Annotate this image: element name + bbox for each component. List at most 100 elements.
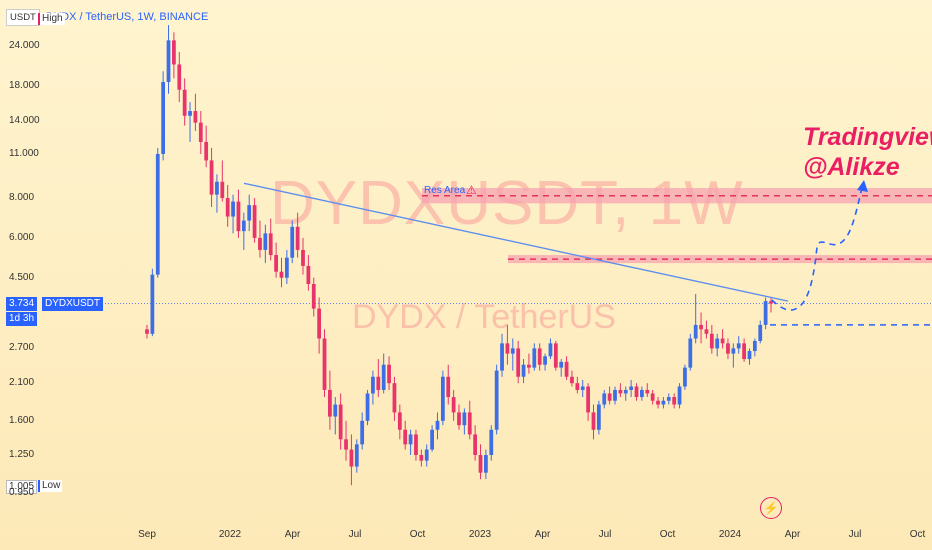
candle-body bbox=[591, 412, 596, 430]
candle-body bbox=[575, 383, 580, 390]
candle-body bbox=[161, 82, 166, 154]
signature-line-1: Tradingview bbox=[803, 123, 932, 151]
candle-body bbox=[532, 348, 537, 368]
y-tick-label: 14.000 bbox=[9, 114, 40, 126]
candle-body bbox=[478, 455, 483, 473]
x-tick-label: Jul bbox=[848, 529, 862, 540]
candle-body bbox=[613, 389, 617, 401]
candle-body bbox=[586, 386, 590, 413]
candle-body bbox=[274, 255, 278, 272]
candle-body bbox=[376, 376, 381, 390]
candle-body bbox=[500, 343, 504, 371]
candle-body bbox=[365, 393, 370, 421]
x-tick-label: 2024 bbox=[718, 529, 742, 540]
candle-body bbox=[403, 429, 408, 445]
candle-body bbox=[209, 160, 214, 195]
candle-body bbox=[225, 198, 230, 217]
candle-body bbox=[284, 257, 289, 278]
candle-body bbox=[241, 220, 246, 232]
candle-body bbox=[446, 376, 451, 398]
candle-body bbox=[634, 386, 639, 398]
candle-body bbox=[742, 343, 746, 360]
x-tick-label: 2023 bbox=[468, 529, 492, 540]
projected-path bbox=[771, 187, 863, 311]
candle-body bbox=[182, 89, 187, 116]
x-tick-label: Oct bbox=[909, 529, 926, 540]
candle-body bbox=[473, 434, 478, 455]
candle-body bbox=[204, 141, 209, 161]
x-tick-label: Jul bbox=[598, 529, 612, 540]
flash-icon[interactable]: ⚡ bbox=[760, 497, 782, 519]
candle-body bbox=[193, 111, 198, 123]
x-tick-label: Jul bbox=[348, 529, 362, 540]
candle-body bbox=[258, 237, 262, 250]
candle-body bbox=[338, 404, 343, 440]
candle-body bbox=[397, 412, 402, 430]
candle-body bbox=[553, 343, 558, 368]
candle-body bbox=[516, 348, 521, 377]
candle-body bbox=[650, 393, 655, 401]
quote-currency-button[interactable]: USDT bbox=[6, 8, 40, 26]
candle-body bbox=[629, 386, 634, 390]
candle-body bbox=[387, 364, 391, 384]
candle-body bbox=[704, 329, 709, 334]
candle-body bbox=[247, 205, 252, 221]
candle-body bbox=[715, 338, 720, 349]
projected-path-arrowhead bbox=[857, 180, 868, 192]
x-tick-label: Sep bbox=[138, 529, 156, 540]
author-signature: Tradingview @Alikze bbox=[803, 122, 932, 182]
candle-body bbox=[758, 324, 763, 341]
candle-body bbox=[424, 449, 429, 461]
candle-body bbox=[462, 412, 467, 426]
candle-body bbox=[328, 389, 332, 417]
candle-body bbox=[381, 364, 386, 390]
candle-body bbox=[661, 400, 666, 405]
x-tick-label: Apr bbox=[784, 529, 801, 540]
low-value: 1.005 bbox=[6, 480, 38, 494]
candle-body bbox=[231, 201, 235, 217]
candle-body bbox=[457, 412, 461, 426]
candle-body bbox=[430, 429, 434, 450]
y-tick-label: 18.000 bbox=[9, 79, 40, 91]
candle-body bbox=[322, 338, 327, 390]
candle-body bbox=[155, 153, 160, 275]
candle-body bbox=[602, 393, 607, 405]
candle-body bbox=[527, 364, 531, 368]
last-price-symbol: DYDXUSDT bbox=[42, 297, 104, 311]
candle-body bbox=[640, 389, 644, 398]
y-tick-label: 2.700 bbox=[9, 342, 35, 354]
candle-body bbox=[666, 397, 671, 401]
x-tick-label: Apr bbox=[284, 529, 301, 540]
candle-body bbox=[752, 340, 757, 351]
y-tick-label: 8.000 bbox=[9, 192, 35, 204]
candle-body bbox=[295, 226, 300, 250]
candle-body bbox=[263, 233, 268, 250]
candle-body bbox=[510, 348, 515, 354]
y-tick-label: 1.600 bbox=[9, 414, 35, 426]
candle-body bbox=[489, 429, 494, 455]
x-tick-label: Oct bbox=[659, 529, 676, 540]
candle-body bbox=[419, 455, 424, 461]
candle-body bbox=[333, 404, 338, 417]
candle-body bbox=[198, 122, 203, 142]
candle-body bbox=[215, 181, 219, 195]
warning-icon: ⚠ bbox=[466, 183, 477, 197]
y-tick-label: 0.950 bbox=[9, 486, 35, 498]
candle-body bbox=[564, 361, 569, 377]
candle-body bbox=[188, 111, 192, 116]
candle-body bbox=[548, 343, 553, 357]
candle-body bbox=[521, 364, 526, 377]
candle-body bbox=[596, 404, 601, 430]
symbol-title[interactable]: DYDX / TetherUS, 1W, BINANCE bbox=[45, 11, 209, 23]
candle-body bbox=[290, 226, 295, 258]
candle-body bbox=[268, 233, 273, 256]
chart-header: USDT DYDX / TetherUS, 1W, BINANCE bbox=[6, 6, 208, 28]
candle-body bbox=[279, 271, 284, 278]
high-marker-label: High bbox=[38, 13, 65, 25]
candle-body bbox=[344, 439, 348, 450]
candle-body bbox=[645, 389, 650, 394]
candle-body bbox=[220, 181, 225, 199]
candle-body bbox=[763, 301, 768, 325]
